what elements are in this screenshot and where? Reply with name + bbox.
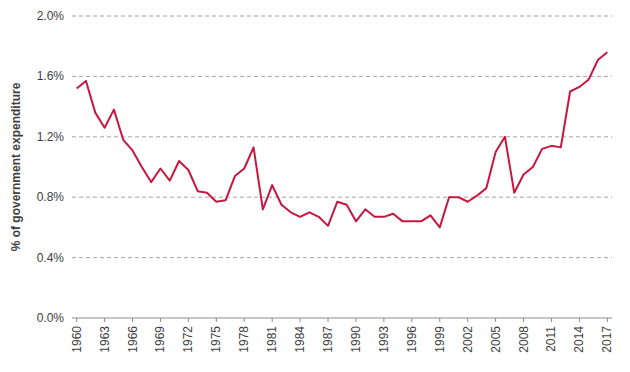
x-tick-label: 2002 <box>461 326 475 353</box>
x-tick <box>216 318 217 322</box>
x-tick-label: 2005 <box>489 326 503 353</box>
data-line <box>77 52 608 227</box>
x-tick-label: 2011 <box>544 326 558 352</box>
x-tick-label: 1999 <box>433 326 447 353</box>
x-tick <box>328 318 329 322</box>
x-tick <box>383 318 384 322</box>
x-tick-label: 1969 <box>153 326 167 353</box>
x-tick <box>411 318 412 322</box>
y-tick-label: 0.0% <box>37 311 65 325</box>
x-tick <box>439 318 440 322</box>
x-tick-label: 1996 <box>405 326 419 353</box>
y-tick-label: 2.0% <box>37 9 65 23</box>
grid-line <box>72 76 612 77</box>
x-tick-label: 1990 <box>349 326 363 353</box>
y-tick-label: 1.2% <box>37 130 65 144</box>
x-tick-label: 1972 <box>181 326 195 353</box>
grid-line <box>72 197 612 198</box>
grid-line <box>72 16 612 17</box>
x-tick-label: 1963 <box>98 326 112 353</box>
x-tick <box>579 318 580 322</box>
x-axis <box>72 318 612 319</box>
x-tick <box>188 318 189 322</box>
x-tick-label: 1975 <box>209 326 223 353</box>
x-tick <box>467 318 468 322</box>
x-tick <box>104 318 105 322</box>
x-tick <box>272 318 273 322</box>
y-tick-label: 0.8% <box>37 190 65 204</box>
chart: 0.0% 0.4% 0.8% 1.2% 1.6% 2.0% 1960 1963 1966 1969… <box>0 0 630 372</box>
x-tick <box>300 318 301 322</box>
x-tick-label: 2008 <box>517 326 531 353</box>
x-tick-label: 1978 <box>237 326 251 353</box>
x-tick <box>551 318 552 322</box>
x-tick <box>160 318 161 322</box>
x-tick-label: 1981 <box>265 326 279 353</box>
x-tick <box>132 318 133 322</box>
x-tick-label: 1987 <box>321 326 335 353</box>
x-tick <box>244 318 245 322</box>
y-tick-label: 0.4% <box>37 251 65 265</box>
x-tick <box>523 318 524 322</box>
grid-line <box>72 257 612 258</box>
x-tick <box>355 318 356 322</box>
x-tick <box>495 318 496 322</box>
y-axis-title: % of government expenditure <box>9 82 23 251</box>
x-tick <box>76 318 77 322</box>
x-tick-label: 1960 <box>70 326 84 353</box>
x-tick-label: 2017 <box>600 326 614 353</box>
series-group <box>77 52 608 227</box>
x-tick <box>607 318 608 322</box>
y-tick-label: 1.6% <box>37 69 65 83</box>
x-tick-label: 1993 <box>377 326 391 353</box>
x-tick-label: 1984 <box>293 326 307 353</box>
x-tick-label: 2014 <box>572 326 586 353</box>
x-tick-label: 1966 <box>126 326 140 353</box>
grid-line <box>72 136 612 137</box>
